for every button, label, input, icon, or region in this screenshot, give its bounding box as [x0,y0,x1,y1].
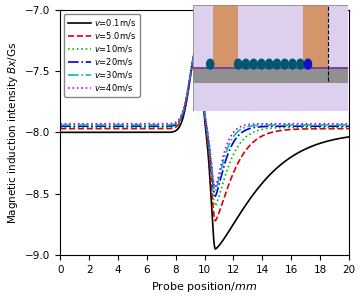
$v$=0.1m/s [182,113,186,117]
Y-axis label: Magnetic induction intensity $\it{Bx}$/Gs: Magnetic induction intensity $\it{Bx}$/G… [5,41,19,224]
Circle shape [250,59,257,69]
$v$=5.0m/s [213,219,218,223]
$v$=30m/s [347,123,351,127]
$v$=5.0m/s [196,42,200,46]
$v$=40m/s [182,106,186,110]
$v$=5.0m/s [338,127,342,130]
$v$=10m/s [338,126,342,129]
$v$=40m/s [196,42,200,46]
Circle shape [297,59,304,69]
$v$=5.0m/s [323,127,328,130]
$v$=20m/s [195,43,200,46]
Bar [193,68,348,83]
$v$=10m/s [213,204,218,208]
Legend: $v$=0.1m/s, $v$=5.0m/s, $v$=10m/s, $v$=20m/s, $v$=30m/s, $v$=40m/s: $v$=0.1m/s, $v$=5.0m/s, $v$=10m/s, $v$=2… [64,14,140,97]
$v$=10m/s [179,116,184,120]
$v$=40m/s [323,122,328,126]
$v$=0.1m/s [179,121,184,124]
$v$=0.1m/s [338,136,342,140]
$v$=30m/s [195,42,200,46]
$v$=40m/s [347,122,351,126]
Line: $v$=30m/s: $v$=30m/s [60,44,349,191]
Bar [213,4,238,73]
$v$=5.0m/s [182,110,186,114]
$v$=10m/s [196,42,200,46]
$v$=5.0m/s [179,117,184,121]
Line: $v$=0.1m/s: $v$=0.1m/s [60,44,349,249]
$v$=5.0m/s [347,127,351,130]
$v$=10m/s [347,126,351,129]
Circle shape [281,59,288,69]
$v$=40m/s [338,122,342,126]
$v$=40m/s [179,113,184,117]
Circle shape [304,59,312,69]
$v$=5.0m/s [195,43,200,46]
$v$=0.1m/s [195,43,200,46]
$v$=30m/s [338,123,342,127]
$v$=30m/s [196,42,200,46]
$v$=20m/s [196,42,200,46]
Line: $v$=40m/s: $v$=40m/s [60,44,349,188]
$v$=40m/s [195,42,200,46]
$v$=0.1m/s [268,173,272,176]
$v$=5.0m/s [268,131,272,135]
$v$=10m/s [58,126,62,129]
$v$=30m/s [268,123,272,127]
$v$=30m/s [213,190,218,193]
$v$=0.1m/s [58,130,62,134]
$v$=40m/s [58,122,62,126]
Circle shape [273,59,280,69]
$v$=20m/s [347,124,351,128]
$v$=20m/s [179,115,184,119]
Circle shape [235,59,242,69]
$v$=10m/s [323,126,328,129]
Line: $v$=20m/s: $v$=20m/s [60,44,349,196]
$v$=20m/s [323,124,328,128]
X-axis label: Probe position/$\it{mm}$: Probe position/$\it{mm}$ [151,280,258,294]
$v$=20m/s [213,194,218,198]
$v$=30m/s [58,123,62,127]
$v$=10m/s [268,127,272,130]
$v$=30m/s [179,114,184,118]
$v$=20m/s [338,124,342,128]
$v$=10m/s [182,109,186,112]
$v$=20m/s [182,108,186,112]
$v$=0.1m/s [347,135,351,139]
Circle shape [242,59,249,69]
$v$=0.1m/s [196,42,200,46]
Line: $v$=10m/s: $v$=10m/s [60,44,349,206]
Circle shape [289,59,296,69]
Circle shape [266,59,273,69]
Circle shape [258,59,265,69]
$v$=5.0m/s [58,127,62,130]
$v$=30m/s [323,123,328,127]
$v$=0.1m/s [323,140,328,143]
$v$=40m/s [213,186,218,189]
$v$=20m/s [268,124,272,128]
Circle shape [206,59,214,69]
$v$=0.1m/s [213,247,218,251]
Bar [193,67,348,70]
$v$=40m/s [268,122,272,126]
Bar [303,4,328,73]
Line: $v$=5.0m/s: $v$=5.0m/s [60,44,349,221]
$v$=30m/s [182,107,186,111]
$v$=10m/s [195,43,200,46]
$v$=20m/s [58,124,62,128]
FancyBboxPatch shape [193,4,348,111]
